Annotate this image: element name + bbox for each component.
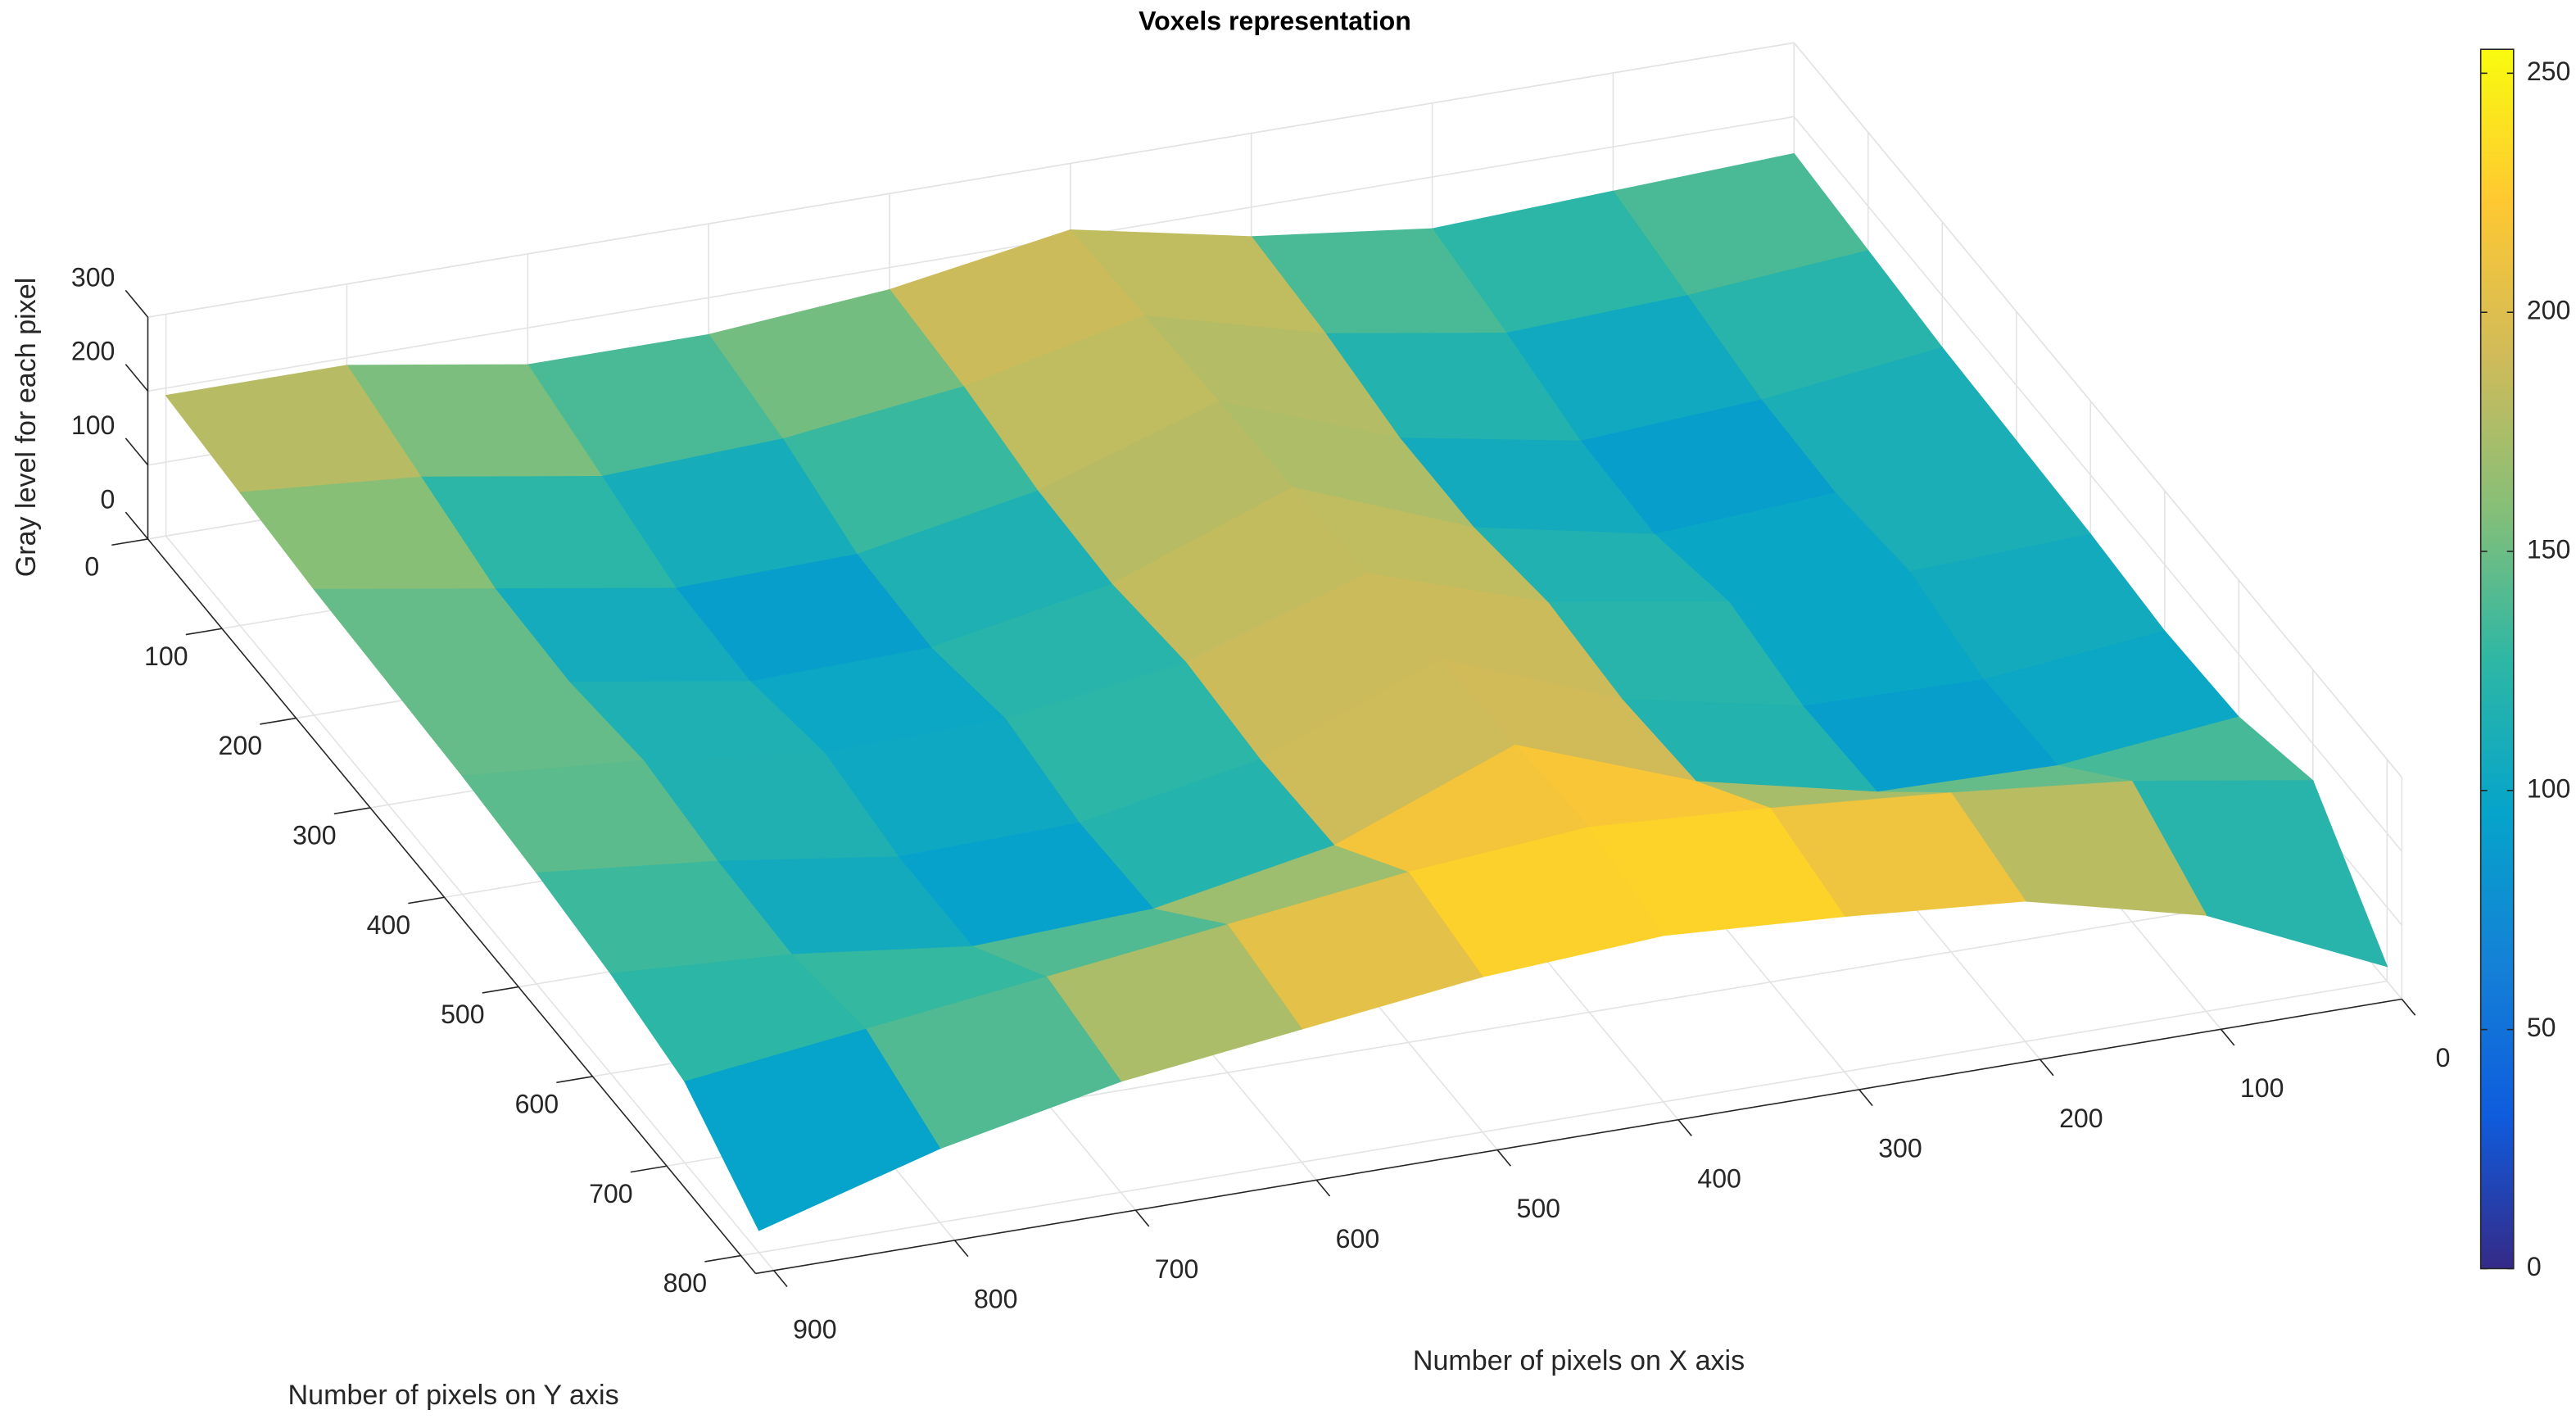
x-tick-label: 300 xyxy=(1878,1134,1922,1163)
y-axis xyxy=(147,538,757,1274)
z-tick-label: 200 xyxy=(71,337,115,366)
y-tick xyxy=(111,538,148,546)
y-tick-label: 0 xyxy=(84,551,99,581)
y-tick xyxy=(482,986,519,994)
x-tick-label: 100 xyxy=(2240,1073,2284,1103)
x-tick xyxy=(2401,999,2416,1016)
z-axis-label: Gray level for each pixel xyxy=(11,278,42,578)
y-tick-label: 700 xyxy=(589,1179,633,1208)
colorbar-tick-label: 50 xyxy=(2527,1013,2556,1042)
axes-layer: 0 100 200 300 400 500 600 700 800 900 0 100 200 300 40… xyxy=(71,262,2451,1344)
colorbar-tick-label: 200 xyxy=(2527,296,2571,325)
grid-line xyxy=(740,980,2388,1257)
y-tick xyxy=(185,628,223,636)
z-tick-label: 100 xyxy=(71,410,115,440)
y-tick-label: 100 xyxy=(144,641,188,671)
x-tick-label: 600 xyxy=(1336,1224,1380,1254)
x-tick xyxy=(953,1240,969,1258)
y-tick xyxy=(333,807,371,815)
y-tick-label: 400 xyxy=(367,910,411,940)
grid-line xyxy=(1793,116,2403,852)
colorbar-tick-label: 0 xyxy=(2527,1252,2542,1281)
x-tick xyxy=(2040,1059,2054,1077)
x-tick xyxy=(2220,1028,2235,1046)
y-tick xyxy=(260,717,297,725)
x-axis xyxy=(755,998,2402,1275)
colorbar-tick-label: 150 xyxy=(2527,534,2571,564)
chart-title: Voxels representation xyxy=(1139,7,1411,36)
x-tick-label: 500 xyxy=(1517,1194,1561,1223)
x-tick-label: 900 xyxy=(793,1314,837,1344)
y-tick xyxy=(630,1165,668,1173)
grid-line xyxy=(147,116,1795,392)
y-tick xyxy=(408,896,445,904)
surface-layer xyxy=(165,152,2388,1231)
x-tick-label: 0 xyxy=(2436,1043,2451,1072)
x-tick-label: 200 xyxy=(2059,1104,2103,1133)
y-axis-label: Number of pixels on Y axis xyxy=(288,1380,619,1411)
y-tick-label: 300 xyxy=(292,821,337,850)
z-tick xyxy=(124,511,149,540)
z-tick-label: 300 xyxy=(71,262,115,292)
box-edge xyxy=(147,42,1795,318)
y-tick-label: 600 xyxy=(515,1090,559,1119)
x-tick-label: 700 xyxy=(1155,1254,1199,1284)
y-tick-label: 200 xyxy=(219,731,263,760)
grid-line xyxy=(165,535,775,1272)
y-tick-label: 500 xyxy=(441,1000,485,1029)
z-tick-label: 0 xyxy=(101,484,115,514)
z-tick xyxy=(124,364,149,392)
box-edge xyxy=(1793,42,2403,778)
x-tick-label: 800 xyxy=(974,1285,1018,1314)
surface-patch xyxy=(684,1028,941,1231)
colorbar-tick-label: 250 xyxy=(2527,57,2571,86)
x-tick xyxy=(1496,1149,1512,1167)
colorbar-tick-label: 100 xyxy=(2527,773,2571,803)
x-tick xyxy=(1677,1119,1692,1136)
x-tick xyxy=(1134,1209,1150,1227)
colorbar xyxy=(2479,48,2515,1270)
x-tick-label: 400 xyxy=(1697,1163,1741,1193)
y-tick xyxy=(704,1254,741,1263)
x-axis-label: Number of pixels on X axis xyxy=(1413,1345,1745,1376)
x-tick xyxy=(1858,1089,1873,1107)
x-tick xyxy=(773,1270,788,1287)
y-tick-label: 800 xyxy=(663,1268,708,1298)
y-tick xyxy=(556,1076,593,1084)
z-tick xyxy=(124,289,149,318)
x-tick xyxy=(1315,1179,1331,1197)
z-tick xyxy=(124,437,149,466)
